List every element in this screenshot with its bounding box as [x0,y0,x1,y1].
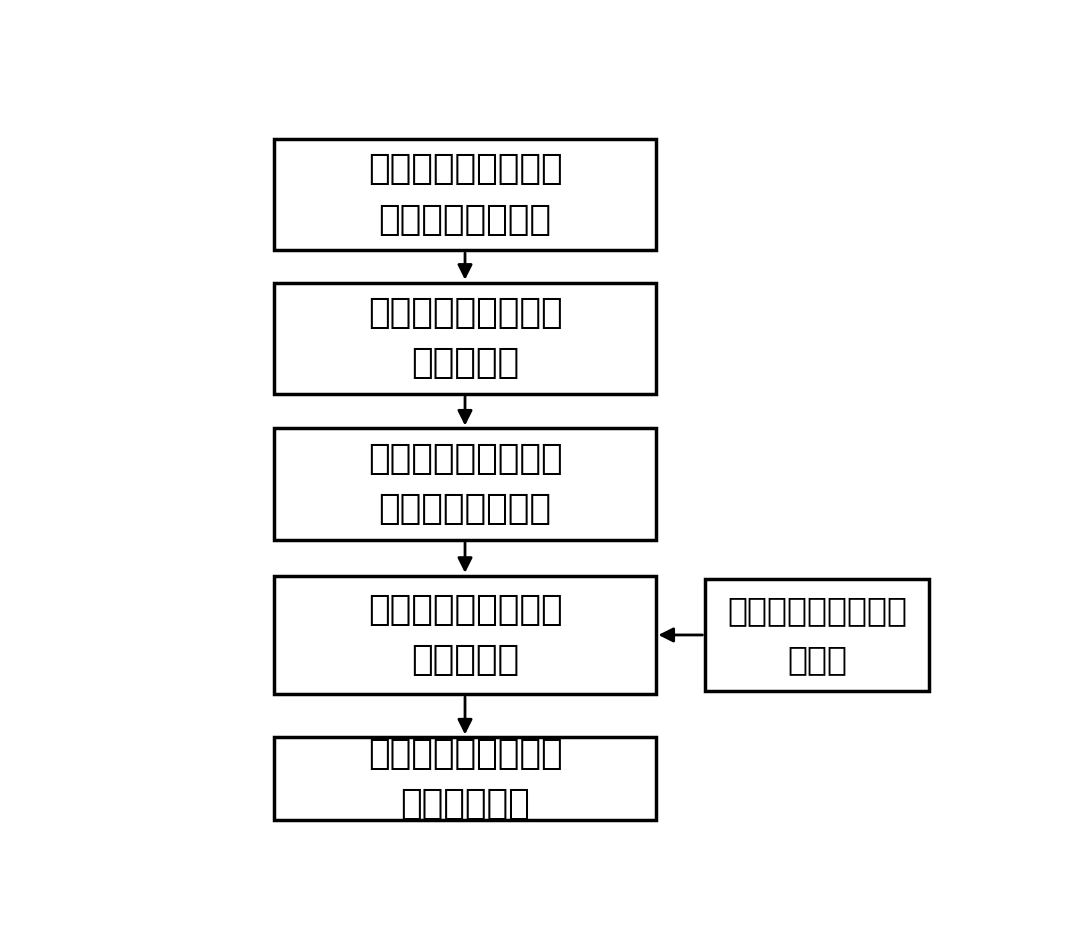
Bar [275,139,655,250]
Bar [275,428,655,540]
Bar [706,579,929,690]
Bar [275,283,655,394]
Text: 按护层回路对电流信
号分类计算相角差: 按护层回路对电流信 号分类计算相角差 [368,442,562,526]
Text: 根据诊断标准判断是
否故障并定位: 根据诊断标准判断是 否故障并定位 [368,736,562,821]
Bar [275,576,655,694]
Text: 电流数据库给出诊断
标准值: 电流数据库给出诊断 标准值 [727,594,908,675]
Text: 与电流相位差诊断标
准数据比对: 与电流相位差诊断标 准数据比对 [368,592,562,677]
Text: 利用工频电流传感器
逐相获取电流信号: 利用工频电流传感器 逐相获取电流信号 [368,152,562,237]
Text: 对电流信号进行采集
和初步处理: 对电流信号进行采集 和初步处理 [368,296,562,381]
Bar [275,737,655,820]
